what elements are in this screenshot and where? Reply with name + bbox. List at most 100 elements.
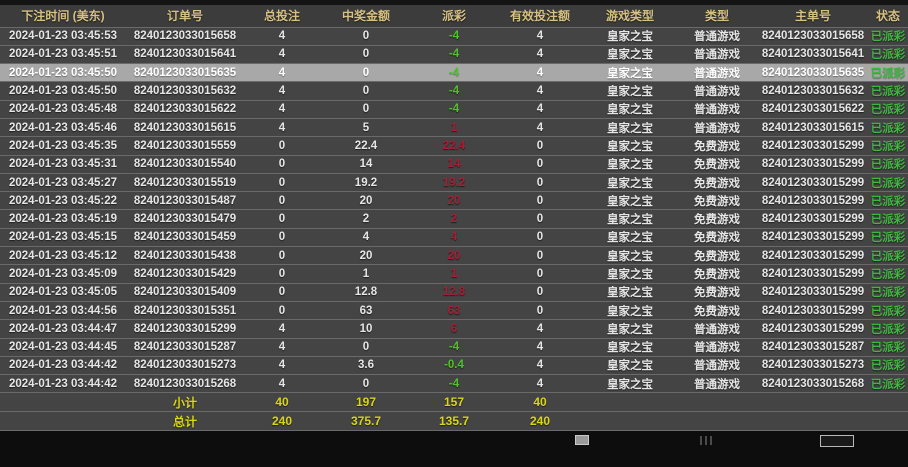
cell-valid: 4: [496, 45, 584, 65]
table-row[interactable]: 2024-01-23 03:45:48 8240123033015622 4 0 -4 4…: [0, 100, 908, 119]
cell-valid: 4: [496, 338, 584, 357]
cell-main: 8240123033015299: [758, 283, 868, 302]
cell-type: 普通游戏: [676, 45, 758, 65]
table-row[interactable]: 2024-01-23 03:45:51 8240123033015641 4 0 -4 4…: [0, 45, 908, 65]
cell-bet: 0: [244, 155, 320, 174]
cell-status: 已派彩: [868, 155, 908, 174]
cell-order: 8240123033015299: [126, 319, 244, 339]
total-empty-cell: [868, 411, 908, 432]
table-row[interactable]: 2024-01-23 03:45:09 8240123033015429 0 1 1 0 皇…: [0, 264, 908, 284]
cell-bet: 0: [244, 283, 320, 302]
cell-game: 皇家之宝: [584, 301, 676, 321]
cell-order: 8240123033015641: [126, 45, 244, 65]
subtotal-empty-cell: [584, 392, 676, 413]
cell-status: 已派彩: [868, 319, 908, 339]
cell-bet: 0: [244, 301, 320, 321]
table-row[interactable]: 2024-01-23 03:44:45 8240123033015287 4 0 -4 4…: [0, 338, 908, 357]
cell-type: 免费游戏: [676, 136, 758, 156]
cell-main: 8240123033015268: [758, 374, 868, 394]
cell-type: 普通游戏: [676, 81, 758, 101]
table-row[interactable]: 2024-01-23 03:45:27 8240123033015519 0 19.2…: [0, 173, 908, 193]
cell-payout: -4: [412, 338, 496, 357]
cell-order: 8240123033015519: [126, 173, 244, 193]
table-row[interactable]: 2024-01-23 03:45:19 8240123033015479 0 2 2 0 皇…: [0, 209, 908, 229]
pagination-icon-fragment[interactable]: [575, 435, 589, 446]
cell-win: 0: [320, 27, 412, 46]
cell-status: 已派彩: [868, 283, 908, 302]
cell-payout: 63: [412, 301, 496, 321]
table-row[interactable]: 2024-01-23 03:44:42 8240123033015273 4 3.6-…: [0, 356, 908, 376]
table-row[interactable]: 2024-01-23 03:45:53 8240123033015658 4 0 -4 4…: [0, 27, 908, 46]
table-row[interactable]: 2024-01-23 03:45:31 8240123033015540 0 14 14…: [0, 155, 908, 174]
cell-valid: 4: [496, 356, 584, 376]
cell-order: 8240123033015351: [126, 301, 244, 321]
cell-valid: 0: [496, 301, 584, 321]
table-footer: 小计 40 197 157 40 总计 240 375.7 135.7 240: [0, 392, 908, 432]
cell-bet: 4: [244, 319, 320, 339]
cell-status: 已派彩: [868, 27, 908, 46]
subtotal-empty-cell: [0, 392, 126, 413]
cell-bet: 0: [244, 264, 320, 284]
cell-status: 已派彩: [868, 118, 908, 138]
total-empty-cell: [584, 411, 676, 432]
cell-win: 3.6: [320, 356, 412, 376]
page-size-box-fragment[interactable]: [820, 435, 854, 448]
cell-main: 8240123033015635: [758, 63, 868, 83]
cell-bet: 4: [244, 374, 320, 394]
cell-win: 0: [320, 63, 412, 83]
cell-time: 2024-01-23 03:45:48: [0, 100, 126, 119]
cell-win: 22.4: [320, 136, 412, 156]
table-row[interactable]: 2024-01-23 03:45:12 8240123033015438 0 20 20…: [0, 246, 908, 266]
cell-time: 2024-01-23 03:45:50: [0, 63, 126, 83]
table-row[interactable]: 2024-01-23 03:44:47 8240123033015299 4 10 6 4…: [0, 319, 908, 339]
total-empty-cell: [0, 411, 126, 432]
cell-time: 2024-01-23 03:44:47: [0, 319, 126, 339]
subtotal-row: 小计 40 197 157 40: [0, 392, 908, 413]
cell-valid: 4: [496, 374, 584, 394]
cell-order: 8240123033015658: [126, 27, 244, 46]
cell-main: 8240123033015287: [758, 338, 868, 357]
cell-type: 普通游戏: [676, 319, 758, 339]
cell-type: 普通游戏: [676, 338, 758, 357]
table-row-selected[interactable]: 2024-01-23 03:45:50 8240123033015635 4 0 -4 4…: [0, 63, 908, 83]
cell-order: 8240123033015429: [126, 264, 244, 284]
cell-payout: 1: [412, 264, 496, 284]
cell-payout: -0.4: [412, 356, 496, 376]
bottom-bar: [0, 431, 908, 467]
cell-order: 8240123033015540: [126, 155, 244, 174]
table-row[interactable]: 2024-01-23 03:45:46 8240123033015615 4 5 1 4 皇…: [0, 118, 908, 138]
cell-time: 2024-01-23 03:45:46: [0, 118, 126, 138]
cell-time: 2024-01-23 03:45:31: [0, 155, 126, 174]
cell-status: 已派彩: [868, 100, 908, 119]
cell-game: 皇家之宝: [584, 155, 676, 174]
cell-game: 皇家之宝: [584, 63, 676, 83]
cell-payout: 22.4: [412, 136, 496, 156]
subtotal-empty-cell: [676, 392, 758, 413]
cell-payout: -4: [412, 81, 496, 101]
cell-order: 8240123033015287: [126, 338, 244, 357]
cell-payout: -4: [412, 100, 496, 119]
table-row[interactable]: 2024-01-23 03:45:05 8240123033015409 0 12.8…: [0, 283, 908, 302]
cell-game: 皇家之宝: [584, 356, 676, 376]
cell-bet: 0: [244, 136, 320, 156]
cell-bet: 4: [244, 63, 320, 83]
cell-game: 皇家之宝: [584, 319, 676, 339]
cell-main: 8240123033015615: [758, 118, 868, 138]
table-row[interactable]: 2024-01-23 03:44:56 8240123033015351 0 63 63…: [0, 301, 908, 321]
cell-bet: 0: [244, 191, 320, 211]
table-row[interactable]: 2024-01-23 03:45:22 8240123033015487 0 20 20…: [0, 191, 908, 211]
table-row[interactable]: 2024-01-23 03:45:15 8240123033015459 0 4 4 0 皇…: [0, 228, 908, 248]
cell-game: 皇家之宝: [584, 27, 676, 46]
cell-win: 0: [320, 100, 412, 119]
table-row[interactable]: 2024-01-23 03:45:50 8240123033015632 4 0 -4 4…: [0, 81, 908, 101]
cell-type: 免费游戏: [676, 283, 758, 302]
table-row[interactable]: 2024-01-23 03:45:35 8240123033015559 0 22.4…: [0, 136, 908, 156]
column-header-valid: 有效投注额: [496, 5, 584, 28]
cell-valid: 0: [496, 228, 584, 248]
table-row[interactable]: 2024-01-23 03:44:42 8240123033015268 4 0 -4 4…: [0, 374, 908, 394]
cell-main: 8240123033015299: [758, 173, 868, 193]
cell-status: 已派彩: [868, 45, 908, 65]
cell-game: 皇家之宝: [584, 338, 676, 357]
pagination-ticks-fragment: [700, 436, 712, 446]
cell-status: 已派彩: [868, 228, 908, 248]
